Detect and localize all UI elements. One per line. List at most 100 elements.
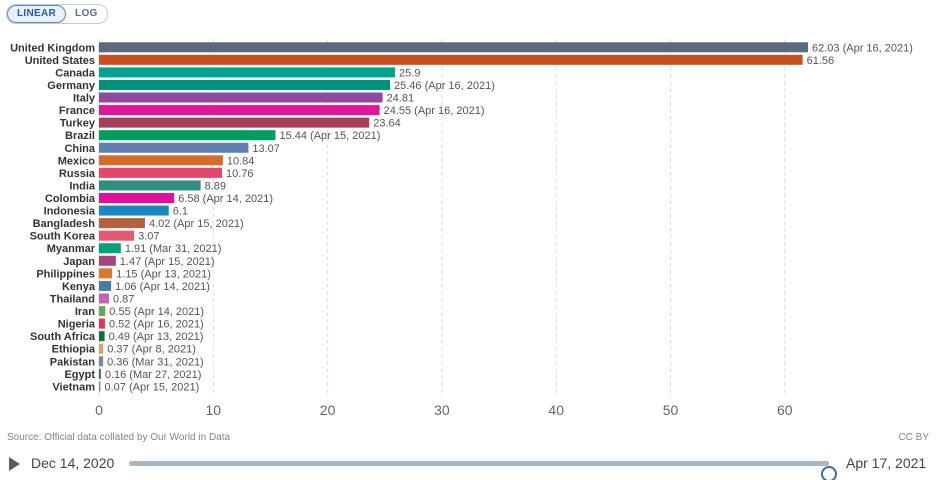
bar-value-label: 1.15 (Apr 13, 2021) (116, 268, 211, 280)
bar-value-label: 6.58 (Apr 14, 2021) (178, 193, 273, 205)
bar-category-label: Philippines (36, 268, 95, 280)
bar[interactable] (99, 230, 135, 241)
bar[interactable] (99, 243, 121, 254)
bar[interactable] (99, 318, 105, 329)
bar[interactable] (99, 331, 105, 342)
bar-category-label: United States (25, 55, 95, 67)
bar-value-label: 0.36 (Mar 31, 2021) (107, 356, 204, 368)
bar[interactable] (99, 105, 380, 116)
x-tick-label: 40 (548, 402, 564, 418)
bar-value-label: 0.87 (113, 293, 134, 305)
bar-category-label: China (64, 143, 95, 155)
bar[interactable] (99, 343, 104, 354)
bar[interactable] (99, 180, 201, 191)
timeline-end-date[interactable]: Apr 17, 2021 (846, 455, 927, 471)
bar-value-label: 10.76 (226, 168, 254, 180)
bar-category-label: India (69, 180, 96, 192)
timeline-handle[interactable] (821, 466, 837, 480)
bar-value-label: 3.07 (138, 231, 159, 243)
bar-category-label: Nigeria (58, 319, 96, 331)
log-scale-button[interactable]: LOG (75, 8, 98, 19)
x-tick-label: 0 (95, 402, 103, 418)
linear-scale-button[interactable]: LINEAR (7, 5, 67, 23)
scale-toggle: LINEAR LOG (6, 4, 108, 24)
bar-category-label: United Kingdom (10, 42, 95, 54)
bar[interactable] (99, 92, 383, 103)
bar-category-label: Myanmar (47, 243, 96, 255)
license-link[interactable]: CC BY (898, 432, 929, 443)
bar[interactable] (99, 306, 106, 317)
bar-category-label: Thailand (50, 293, 95, 305)
bar-category-label: South Africa (30, 331, 96, 343)
bar-value-label: 10.84 (227, 155, 255, 167)
bar-chart: 0 10 20 30 40 50 60 United Kingdom 62.03 (Apr 16… (10, 39, 913, 418)
bar-value-label: 6.1 (173, 206, 188, 218)
bar-category-label: Germany (47, 80, 96, 92)
bar[interactable] (99, 255, 116, 266)
bar[interactable] (99, 218, 145, 229)
bar-value-label: 24.81 (387, 93, 415, 105)
bar[interactable] (99, 280, 112, 291)
bar-category-label: Indonesia (44, 206, 96, 218)
timeline-fill (129, 461, 829, 466)
bar-category-label: Turkey (60, 118, 96, 130)
x-tick-label: 10 (206, 402, 222, 418)
bar[interactable] (99, 42, 808, 53)
bar[interactable] (99, 142, 249, 153)
bar-value-label: 8.89 (205, 180, 226, 192)
bar-value-label: 61.56 (807, 55, 835, 67)
bar-value-label: 1.06 (Apr 14, 2021) (115, 281, 210, 293)
bar-value-label: 0.52 (Apr 16, 2021) (109, 319, 204, 331)
bar-value-label: 0.07 (Apr 15, 2021) (105, 381, 200, 393)
bar[interactable] (99, 205, 169, 216)
bar-value-label: 24.55 (Apr 16, 2021) (384, 105, 485, 117)
timeline-start-date[interactable]: Dec 14, 2020 (31, 455, 115, 471)
bar-category-label: Mexico (58, 155, 96, 167)
bar-value-label: 13.07 (252, 143, 280, 155)
bar-value-label: 1.91 (Mar 31, 2021) (125, 243, 222, 255)
bar-value-label: 25.9 (399, 67, 420, 79)
bar-value-label: 0.16 (Mar 27, 2021) (105, 369, 202, 381)
bar-category-label: Ethiopia (52, 344, 96, 356)
play-icon[interactable] (9, 457, 20, 471)
bar-category-label: Iran (75, 306, 95, 318)
bar[interactable] (99, 381, 101, 392)
bar-value-label: 0.37 (Apr 8, 2021) (107, 344, 196, 356)
bar[interactable] (99, 293, 109, 304)
bar[interactable] (99, 356, 104, 367)
x-tick-label: 20 (320, 402, 336, 418)
bar[interactable] (99, 79, 391, 90)
bar-category-label: France (59, 105, 95, 117)
bar[interactable] (99, 167, 222, 178)
bar[interactable] (99, 67, 396, 78)
timeline: Dec 14, 2020 Apr 17, 2021 (0, 450, 939, 480)
bar-category-label: Brazil (65, 130, 95, 142)
bar[interactable] (99, 268, 113, 279)
bar[interactable] (99, 130, 276, 141)
bar-category-label: South Korea (30, 231, 96, 243)
bar-value-label: 62.03 (Apr 16, 2021) (812, 42, 913, 54)
bar-category-label: Kenya (62, 281, 96, 293)
bar[interactable] (99, 155, 223, 166)
bar-value-label: 0.55 (Apr 14, 2021) (109, 306, 204, 318)
bar[interactable] (99, 193, 175, 203)
source-note: Source: Official data collated by Our Wo… (7, 432, 231, 443)
x-tick-label: 60 (777, 402, 793, 418)
bar-category-label: Canada (55, 67, 96, 79)
timeline-track[interactable] (129, 461, 837, 480)
bar-value-label: 1.47 (Apr 15, 2021) (120, 256, 215, 268)
x-tick-label: 30 (434, 402, 450, 418)
bar-value-label: 25.46 (Apr 16, 2021) (394, 80, 495, 92)
bar-value-label: 23.64 (373, 118, 401, 130)
bar-value-label: 0.49 (Apr 13, 2021) (109, 331, 204, 343)
bar-category-label: Bangladesh (33, 218, 96, 230)
bar-value-label: 4.02 (Apr 15, 2021) (149, 218, 244, 230)
bar[interactable] (99, 54, 803, 65)
bar[interactable] (99, 117, 370, 128)
bar[interactable] (99, 368, 101, 379)
bar-category-label: Pakistan (50, 356, 96, 368)
bar-category-label: Italy (73, 93, 96, 105)
bar-category-label: Colombia (45, 193, 96, 205)
x-tick-label: 50 (663, 402, 679, 418)
bar-category-label: Egypt (64, 369, 95, 381)
